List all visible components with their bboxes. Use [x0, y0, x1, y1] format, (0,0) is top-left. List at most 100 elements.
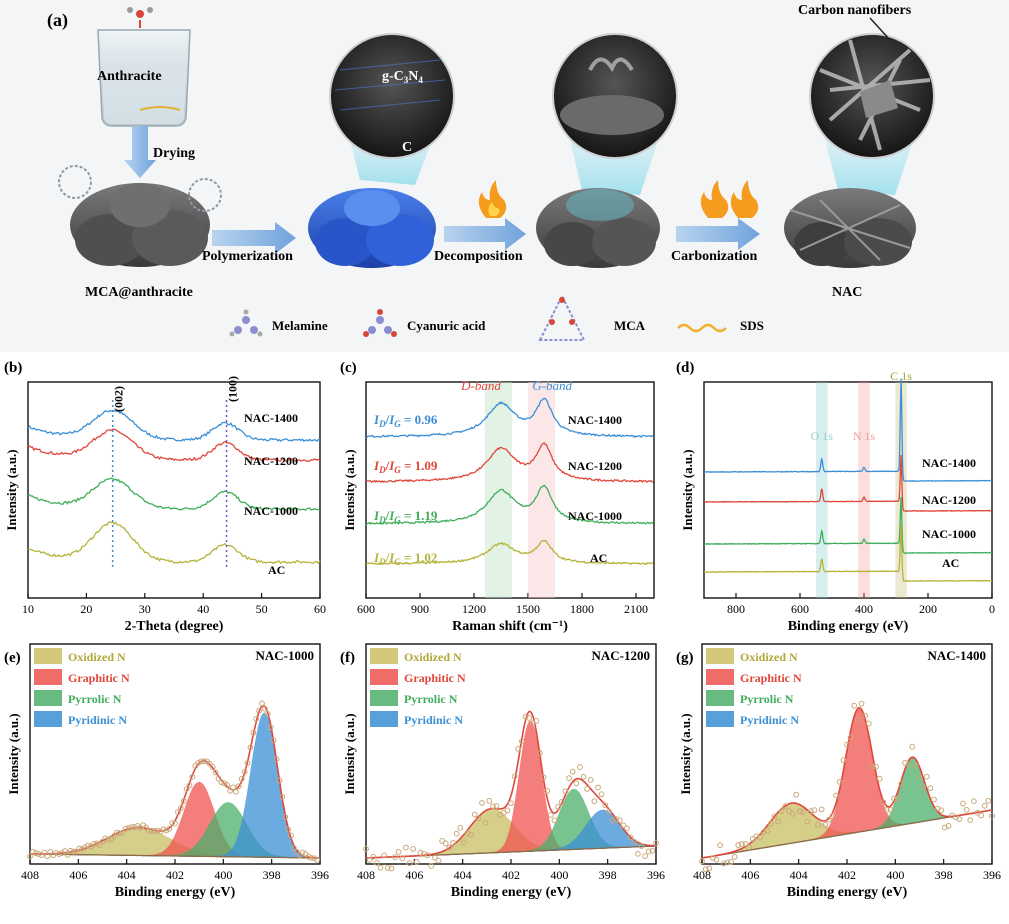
raw-data-point [989, 813, 995, 819]
raw-data-point [288, 832, 294, 839]
series-label-NAC-1400: NAC-1400 [922, 456, 976, 470]
legend-label-Oxidized: Oxidized N [68, 650, 126, 664]
raw-data-point [73, 848, 80, 855]
raw-data-point [902, 760, 908, 766]
band-region-N 1s [858, 382, 870, 598]
raw-data-point [967, 817, 974, 824]
raw-data-point [221, 780, 228, 787]
raw-data-point [119, 829, 126, 836]
legend-suffix: N [113, 692, 122, 706]
raw-data-point [373, 859, 380, 866]
y-axis-label: Intensity (a.u.) [678, 713, 693, 794]
raw-data-point [241, 768, 248, 775]
raw-data-point [547, 812, 554, 818]
axes-d: 800 600 400 200 0 Binding energy (eV) Intensit… [676, 360, 995, 634]
raw-data-point [146, 827, 152, 834]
raw-data-point [56, 851, 62, 857]
schematic-legend: Melamine Cyanuric acid MCA SDS [229, 293, 764, 341]
raw-data-point [778, 808, 785, 815]
envelope-fit-line [365, 710, 655, 859]
raw-data-point [285, 826, 292, 833]
raw-data-point [605, 808, 612, 815]
raw-data-point [923, 773, 930, 780]
x-tick-label: 400 [886, 868, 904, 882]
raw-data-point [79, 845, 86, 852]
raw-data-point [974, 809, 981, 816]
raw-data-point [293, 849, 300, 855]
band-label-G-band: G-band [532, 378, 572, 393]
raw-data-point [767, 820, 774, 827]
decomposition-arrow [444, 218, 526, 250]
legend-melamine: Melamine [272, 318, 328, 333]
band-label-N 1s: N 1s [853, 429, 876, 443]
legend-name: Pyrrolic [404, 692, 449, 706]
raw-data-point [402, 844, 409, 851]
raw-data-point [431, 854, 438, 861]
y-axis-label: Intensity (a.u.) [342, 713, 357, 794]
raw-data-point [580, 773, 587, 780]
raw-data-point [238, 776, 245, 782]
carbonization-label: Carbonization [671, 249, 758, 264]
y-axis-label: Intensity (a.u.) [342, 449, 357, 530]
x-tick-label: 600 [791, 602, 809, 616]
gcn-sub1: 3 [404, 75, 409, 85]
raw-data-point [537, 750, 543, 757]
series-line-NAC-1400 [27, 409, 321, 443]
raw-data-point [642, 853, 649, 860]
raw-data-point [620, 822, 627, 829]
x-axis-label: Binding energy (eV) [787, 885, 908, 900]
raw-data-point [177, 805, 184, 812]
legend-suffix: N [789, 650, 798, 664]
raw-data-point [591, 798, 598, 805]
carbon-label: C [402, 140, 412, 155]
raw-data-point [555, 804, 562, 810]
raw-data-point [815, 822, 821, 828]
raw-data-point [573, 780, 580, 787]
ratio-part: = 1.02 [401, 550, 438, 565]
raw-data-point [511, 773, 518, 780]
raw-data-point [30, 848, 36, 855]
y-axis-label: Intensity (a.u.) [4, 449, 19, 530]
ratio-part: I [388, 508, 395, 523]
ratio-part: / [385, 508, 390, 523]
ratio-part: D [378, 419, 386, 429]
raw-data-point [27, 853, 33, 860]
raman-chart: 600 900 1200 1500 1800 2100 Raman shift (cm⁻¹)… [340, 360, 655, 634]
legend-label-Pyridinic: Pyridinic N [68, 713, 127, 727]
legend-sds: SDS [740, 318, 764, 333]
legend-name: Pyrrolic [68, 692, 113, 706]
raw-data-point [634, 850, 641, 857]
legend-name: Graphitic [68, 671, 121, 685]
legend-name: Pyridinic [404, 713, 454, 727]
legend-swatch-Pyridinic [370, 711, 398, 727]
legend-mca: MCA [614, 318, 646, 333]
raw-data-point [41, 849, 48, 856]
raw-data-point [399, 855, 406, 862]
raw-data-point [873, 763, 879, 770]
raw-data-point [410, 845, 417, 852]
x-tick-label: 1500 [516, 602, 540, 616]
legend-suffix: N [457, 671, 466, 685]
series-label-AC: AC [942, 556, 959, 570]
raw-data-point [735, 842, 742, 848]
raw-data-point [314, 857, 321, 863]
decomposition-zoom-bubble [552, 33, 678, 195]
raw-data-point [811, 807, 818, 814]
raw-data-point [482, 819, 489, 826]
panel-label-a: (a) [47, 10, 68, 31]
x-tick-label: 1200 [462, 602, 486, 616]
ratio-part: I [373, 508, 380, 523]
x-tick-label: 398 [599, 868, 617, 882]
raw-data-point [479, 799, 485, 806]
raw-data-point [230, 784, 236, 791]
raw-data-point [699, 858, 705, 865]
series-label-NAC-1000: NAC-1000 [568, 509, 622, 523]
raw-data-point [653, 840, 659, 846]
raw-data-point [489, 803, 496, 810]
legend-label-Pyridinic: Pyridinic N [740, 713, 799, 727]
svg-text:g-C3N4: g-C3N4 [382, 69, 423, 85]
raw-data-point [446, 844, 453, 851]
legend-label-Oxidized: Oxidized N [740, 650, 798, 664]
